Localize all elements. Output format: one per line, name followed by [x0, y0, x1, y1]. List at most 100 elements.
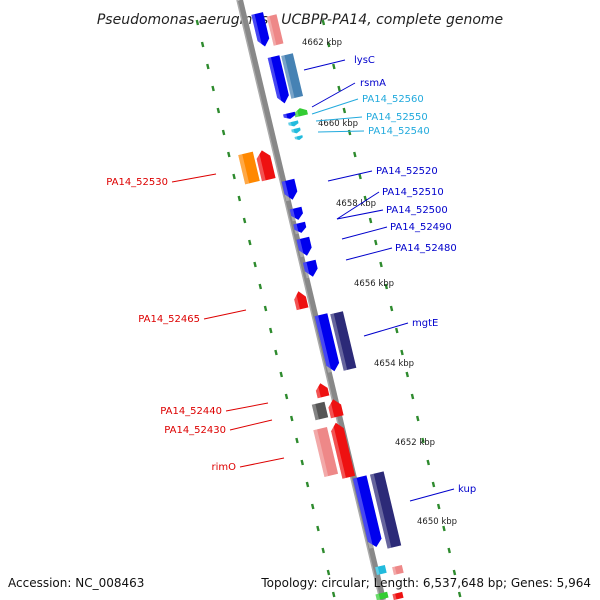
tick-marks	[195, 19, 462, 598]
map-title: Pseudomonas aeruginosa UCBPP-PA14, compl…	[97, 12, 503, 28]
tick-mark	[326, 41, 331, 48]
gene-arrow	[311, 401, 329, 421]
tick-mark	[331, 591, 336, 598]
gene-label: PA14_52530	[106, 177, 168, 188]
tick-mark	[316, 525, 320, 532]
gene-arrow	[326, 399, 344, 419]
tick-mark	[415, 415, 420, 422]
tick-mark	[295, 437, 299, 444]
tick-mark	[400, 349, 404, 356]
topology-text: Topology: circular; Length: 6,537,648 bp…	[261, 576, 591, 590]
tick-mark	[347, 129, 352, 136]
tick-mark	[232, 173, 236, 180]
tick-mark	[200, 41, 205, 48]
tick-mark	[221, 129, 226, 136]
gene-label: PA14_52465	[138, 314, 200, 325]
gene-arrow	[281, 178, 298, 202]
tick-mark	[242, 217, 247, 224]
leader-line	[311, 82, 356, 108]
gene-arrow	[266, 14, 284, 46]
leader-line	[315, 116, 363, 122]
tick-mark	[216, 107, 221, 114]
tick-mark	[305, 481, 310, 488]
scale-label: 4656 kbp	[354, 279, 394, 289]
tick-mark	[410, 393, 415, 400]
gene-arrow	[281, 53, 304, 99]
leader-line	[203, 309, 247, 320]
gene-arrow	[313, 427, 339, 477]
gene-arrow	[375, 564, 387, 576]
tick-mark	[389, 305, 394, 312]
gene-arrow	[238, 151, 260, 185]
tick-mark	[326, 569, 331, 576]
gene-arrow	[330, 311, 357, 371]
leader-line	[239, 457, 285, 468]
tick-mark	[263, 305, 268, 312]
gene-label: PA14_52550	[366, 112, 428, 123]
tick-mark	[442, 525, 446, 532]
tick-mark	[237, 195, 242, 202]
tick-mark	[452, 569, 457, 576]
tick-mark	[269, 327, 273, 334]
tick-mark	[206, 63, 210, 70]
tick-mark	[457, 591, 462, 598]
gene-arrow	[392, 564, 404, 576]
tick-mark	[310, 503, 315, 510]
leader-line	[229, 419, 273, 431]
tick-mark	[431, 481, 436, 488]
tick-mark	[368, 217, 373, 224]
gene-arrow	[292, 291, 309, 311]
tick-mark	[332, 63, 336, 70]
leader-line	[363, 322, 409, 337]
tick-mark	[279, 371, 284, 378]
gene-arrow	[267, 55, 289, 105]
leader-line	[311, 98, 359, 115]
gene-arrow	[314, 383, 330, 399]
gene-arrow	[296, 236, 312, 258]
tick-mark	[447, 547, 451, 554]
gene-label: PA14_52490	[390, 222, 452, 233]
leader-line	[345, 247, 393, 261]
gene-label: mgtE	[412, 318, 438, 329]
leader-line	[171, 173, 217, 183]
scale-label: 4660 kbp	[318, 119, 358, 129]
gene-label: PA14_52440	[160, 406, 222, 417]
tick-mark	[321, 547, 325, 554]
tick-mark	[405, 371, 410, 378]
tick-mark	[289, 415, 294, 422]
gene-arrow	[251, 12, 270, 48]
tick-mark	[358, 173, 362, 180]
scale-label: 4654 kbp	[374, 359, 414, 369]
scale-labels: 4662 kbp 4660 kbp 4658 kbp 4656 kbp 4654 kbp…	[302, 38, 457, 527]
tick-mark	[248, 239, 252, 246]
gene-arrow	[392, 591, 404, 600]
leader-line	[225, 402, 269, 412]
gene-arrow	[375, 591, 389, 600]
tick-mark	[395, 327, 399, 334]
gene-label: PA14_52520	[376, 166, 438, 177]
tick-mark	[374, 239, 378, 246]
gene-label: kup	[458, 484, 476, 495]
gene-arrow	[352, 475, 382, 549]
leader-line	[303, 59, 346, 71]
gene-arrow	[293, 221, 307, 235]
gene-label: PA14_52430	[164, 425, 226, 436]
leader-line	[341, 226, 388, 240]
tick-mark	[253, 261, 257, 268]
tick-mark	[384, 283, 389, 290]
gene-labels: lysC rsmA PA14_52560 PA14_52550 PA14_52540 PA…	[106, 55, 476, 502]
tick-mark	[258, 283, 263, 290]
gene-label: lysC	[354, 55, 375, 66]
leader-line	[336, 209, 384, 220]
gene-arrow	[288, 120, 299, 128]
leader-line	[409, 488, 455, 502]
gene-label: PA14_52560	[362, 94, 424, 105]
tick-mark	[436, 503, 441, 510]
scale-label: 4652 kbp	[395, 438, 435, 448]
gene-label: PA14_52540	[368, 126, 430, 137]
gene-arrow	[283, 111, 296, 121]
tick-mark	[342, 107, 347, 114]
tick-mark	[195, 19, 200, 26]
gene-arrow	[302, 259, 318, 279]
tick-mark	[211, 85, 215, 92]
